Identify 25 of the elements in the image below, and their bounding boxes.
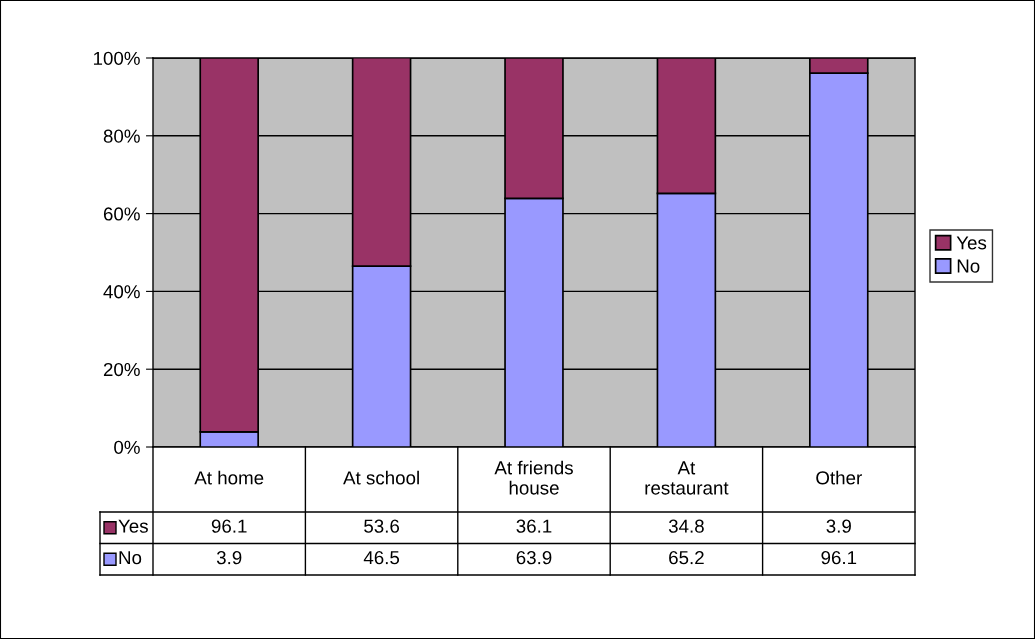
x-tick-label: At school: [343, 470, 419, 485]
data-label: 34.8: [668, 519, 704, 533]
data-label: 96.1: [211, 519, 247, 533]
text: Yes: [118, 519, 148, 533]
data-label: 46.5: [363, 551, 400, 565]
data-label: 3.9: [826, 519, 851, 533]
x-tick-label: At friends house: [494, 460, 573, 495]
data-label: 96.1: [821, 551, 857, 565]
data-label: 53.6: [364, 519, 400, 533]
x-tick-label: At home: [194, 470, 264, 485]
legend-label: Yes: [956, 236, 987, 250]
y-tick-label: 20%: [103, 362, 140, 377]
data-label: 65.2: [669, 551, 704, 565]
y-tick-label: 100%: [93, 51, 140, 65]
x-tick-label: Other: [816, 470, 862, 485]
data-label: 3.9: [216, 551, 242, 565]
x-tick-label: At restaurant: [645, 461, 729, 495]
data-label: 63.9: [516, 551, 552, 565]
y-tick-label: 0%: [114, 440, 140, 454]
text: No: [119, 551, 142, 565]
y-tick-label: 60%: [103, 207, 140, 221]
y-tick-label: 80%: [103, 129, 140, 143]
legend-label: No: [957, 259, 980, 273]
data-label: 36.1: [516, 519, 552, 533]
y-tick-label: 40%: [103, 285, 140, 299]
